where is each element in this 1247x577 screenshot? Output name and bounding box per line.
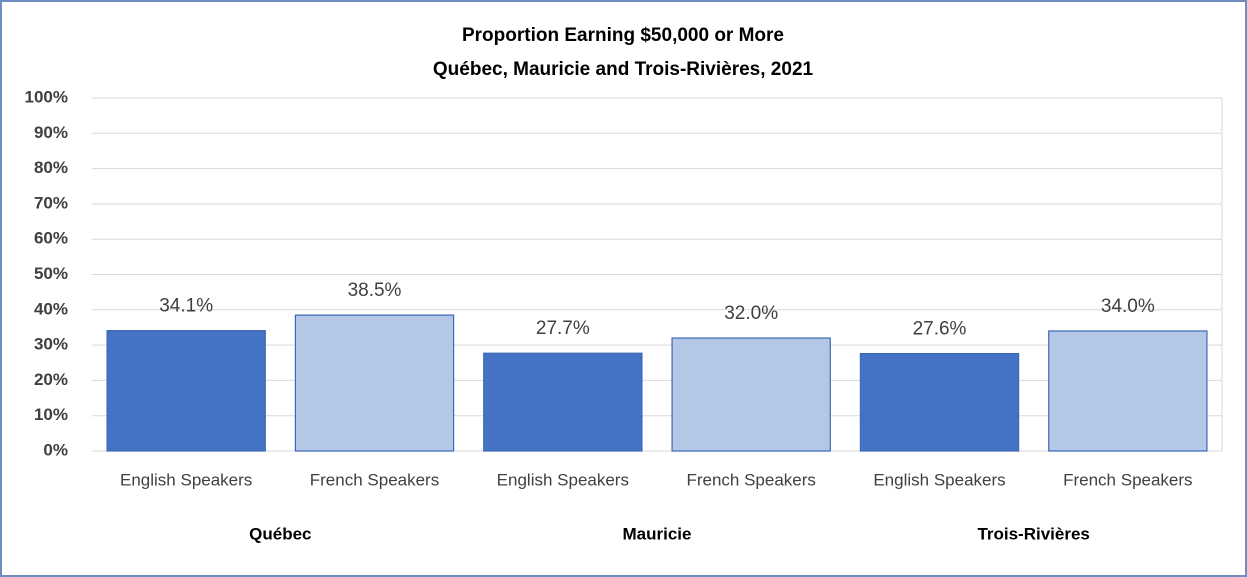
bar (483, 352, 643, 452)
value-label: 38.5% (348, 280, 402, 301)
x-tick-label: English Speakers (873, 470, 1005, 489)
value-label: 32.0% (724, 303, 778, 324)
x-tick-label: French Speakers (686, 470, 815, 489)
bar (294, 314, 455, 452)
value-label: 34.0% (1101, 296, 1155, 317)
y-tick-label: 60% (34, 229, 68, 248)
y-tick-label: 30% (34, 335, 68, 354)
x-tick-label: English Speakers (497, 470, 629, 489)
y-tick-label: 50% (34, 264, 68, 283)
value-label: 27.7% (536, 318, 590, 339)
x-tick-label: French Speakers (1063, 470, 1192, 489)
bar (671, 337, 831, 452)
y-tick-label: 0% (43, 440, 68, 459)
group-label: Mauricie (623, 524, 692, 543)
y-tick-label: 100% (25, 87, 68, 106)
x-tick-label: French Speakers (310, 470, 439, 489)
y-tick-label: 40% (34, 299, 68, 318)
value-label: 34.1% (159, 296, 213, 317)
value-label: 27.6% (913, 319, 967, 340)
y-tick-label: 20% (34, 370, 68, 389)
bar (1048, 330, 1208, 452)
group-label: Trois-Rivières (977, 524, 1089, 543)
bar (106, 330, 266, 452)
chart-subtitle: Québec, Mauricie and Trois-Rivières, 202… (433, 59, 814, 80)
y-tick-label: 10% (34, 405, 68, 424)
x-tick-label: English Speakers (120, 470, 252, 489)
group-label: Québec (249, 524, 311, 543)
y-tick-label: 70% (34, 193, 68, 212)
y-tick-label: 80% (34, 158, 68, 177)
y-tick-label: 90% (34, 123, 68, 142)
bar (859, 352, 1020, 452)
chart-title: Proportion Earning $50,000 or More (462, 25, 784, 46)
